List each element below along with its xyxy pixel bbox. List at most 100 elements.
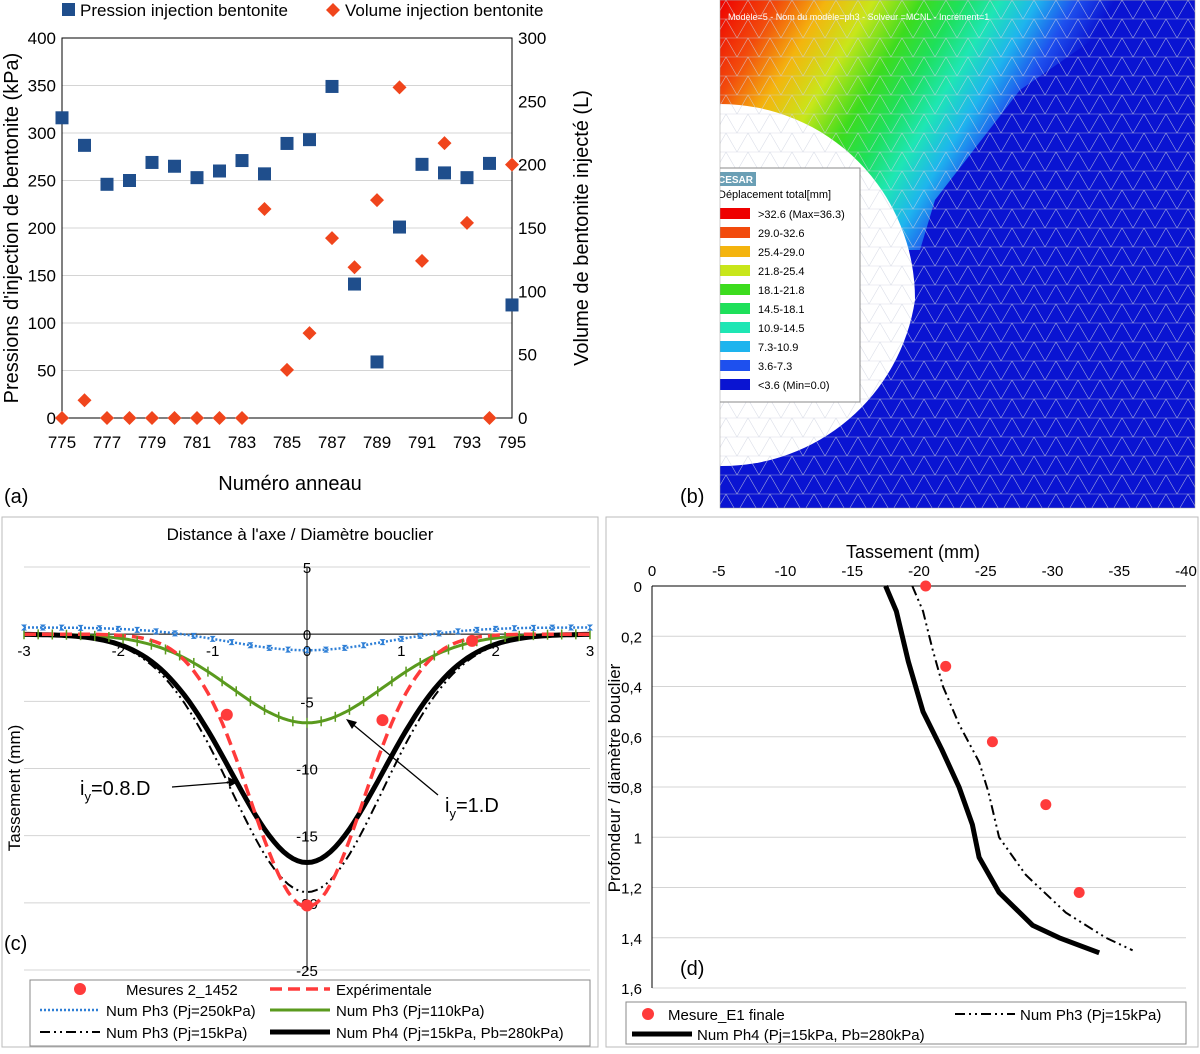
panel-a-legend: Pression injection bentonite Volume inje… xyxy=(62,1,543,20)
volume-point xyxy=(437,136,452,151)
panel-a-ytick-left: 50 xyxy=(37,362,56,381)
volume-point xyxy=(392,80,407,95)
panel-d-xtick: -15 xyxy=(841,563,863,580)
pression-point xyxy=(393,220,406,234)
panel-d-xtick: -20 xyxy=(908,563,930,580)
legend-swatch xyxy=(720,265,750,276)
panel-d: Tassement (mm) 0 0,2 0,4 0,6 0,8 1 1,2 1,4 1,6 0 -… xyxy=(605,516,1199,1048)
pression-point xyxy=(280,136,294,150)
legend-marker-mesure-e1 xyxy=(642,1008,654,1020)
legend-swatch xyxy=(720,360,750,371)
pression-point xyxy=(55,111,69,125)
panel-a-xtick: 795 xyxy=(498,433,526,452)
panel-c-legend: Mesures 2_1452 Expérimentale Num Ph3 (Pj=2… xyxy=(29,979,591,1047)
mesure-point xyxy=(220,708,233,721)
num-ph3-250-marker xyxy=(228,639,235,646)
volume-point xyxy=(257,202,272,216)
legend-swatch xyxy=(720,246,750,257)
panel-a-xtick: 793 xyxy=(453,433,481,452)
legend-diamond-marker xyxy=(326,3,340,17)
num-ph3-250-marker xyxy=(549,624,556,631)
pression-point xyxy=(460,171,474,185)
pression-point xyxy=(168,159,181,173)
pression-point xyxy=(100,177,114,191)
legend-range-label: 3.6-7.3 xyxy=(758,361,792,373)
panel-b-frame xyxy=(719,0,1196,509)
volume-point xyxy=(280,362,294,377)
annotation-2-rest: =1.D xyxy=(456,795,499,817)
panel-a-ytick-right: 250 xyxy=(518,92,546,111)
panel-d-xtick: -30 xyxy=(1042,563,1064,580)
num-ph3-250-marker xyxy=(587,624,593,631)
num-ph3-250-marker xyxy=(285,646,292,653)
num-ph3-250-marker xyxy=(492,625,499,632)
legend-entry: Num Ph4 (Pj=15kPa, Pb=280kPa) xyxy=(336,1025,564,1042)
mesure-e1-point xyxy=(986,736,998,748)
pression-point xyxy=(483,156,496,170)
panel-d-ytick: 0 xyxy=(634,579,642,596)
legend-entry: Num Ph3 (Pj=110kPa) xyxy=(336,1003,485,1020)
panel-a: 400 350 300 250 200 150 100 50 0 300 250 200 150 100 5… xyxy=(1,1,593,508)
annotation-iy-1: iy=1.D xyxy=(346,719,499,821)
legend-entry: Num Ph4 (Pj=15kPa, Pb=280kPa) xyxy=(697,1027,925,1044)
panel-c: Distance à l'axe / Diamètre bouclier 50-… xyxy=(1,516,599,1048)
num-ph3-250-marker xyxy=(247,642,254,649)
mesure-point xyxy=(301,899,313,912)
cesar-logo-text: CESAR xyxy=(718,175,754,186)
panel-label-c: (c) xyxy=(4,933,27,955)
num-ph3-250-marker xyxy=(77,624,84,631)
num-ph4-curve xyxy=(883,585,1101,956)
num-ph3-250-marker xyxy=(304,647,310,654)
legend-entry: Num Ph3 (Pj=250kPa) xyxy=(106,1003,256,1020)
svg-text:iy=0.8.D: iy=0.8.D xyxy=(80,778,150,804)
panel-d-ytick: 0,8 xyxy=(621,780,642,797)
legend-entry: Mesures 2_1452 xyxy=(126,982,238,999)
panel-a-ytick-right: 300 xyxy=(518,29,546,48)
panel-a-ylabel-left: Pressions d'injection de bentonite (kPa) xyxy=(1,53,23,404)
panel-a-ytick-right: 200 xyxy=(518,156,546,175)
panel-c-xtick: 1 xyxy=(397,643,405,660)
panel-a-xtick: 777 xyxy=(93,433,121,452)
legend-swatch xyxy=(720,227,750,238)
legend-range-label: 10.9-14.5 xyxy=(758,323,804,335)
volume-point xyxy=(212,411,227,425)
num-ph3-250-marker xyxy=(341,644,348,651)
panel-a-ytick-left: 300 xyxy=(28,124,56,143)
num-ph3-15-curve xyxy=(911,585,1134,952)
mesure-point xyxy=(466,634,479,647)
cesar-legend: CESAR Déplacement total[mm] >32.6 (Max=3… xyxy=(718,167,861,403)
panel-c-xtick: -1 xyxy=(206,643,219,660)
panel-c-xtick: 3 xyxy=(586,643,594,660)
panel-a-xlabel: Numéro anneau xyxy=(218,473,361,495)
num-ph4-curve xyxy=(24,631,590,866)
volume-point xyxy=(415,253,429,268)
volume-point xyxy=(235,411,249,425)
pression-point xyxy=(505,298,519,312)
panel-label-d: (d) xyxy=(680,958,704,980)
num-ph3-250-marker xyxy=(21,624,27,631)
mesure-e1-point xyxy=(1040,799,1052,811)
pression-point xyxy=(123,174,136,187)
panel-a-ytick-left: 150 xyxy=(28,267,56,286)
annotation-1-arrow xyxy=(171,781,236,788)
num-ph3-250-marker xyxy=(58,624,65,631)
mesure-e1-point xyxy=(940,660,952,672)
panel-a-ytick-right: 100 xyxy=(518,282,546,301)
legend-swatch xyxy=(720,379,750,390)
legend-swatch xyxy=(720,284,750,295)
panel-a-xtick: 791 xyxy=(408,433,436,452)
panel-a-ylabel-right: Volume de bentonite injecté (L) xyxy=(571,90,593,366)
pression-point xyxy=(438,166,451,180)
legend-swatch xyxy=(720,208,750,219)
legend-range-label: 14.5-18.1 xyxy=(758,304,804,316)
panel-c-xtick: 2 xyxy=(491,643,499,660)
pression-point xyxy=(78,138,91,152)
panel-a-xtick: 779 xyxy=(138,433,166,452)
pression-point xyxy=(303,133,316,147)
panel-d-ytick: 0,6 xyxy=(621,730,642,747)
panel-label-b: (b) xyxy=(680,486,704,508)
num-ph3-250-marker xyxy=(115,625,122,632)
panel-a-ytick-right: 50 xyxy=(518,346,537,365)
legend-range-label: >32.6 (Max=36.3) xyxy=(758,209,845,221)
